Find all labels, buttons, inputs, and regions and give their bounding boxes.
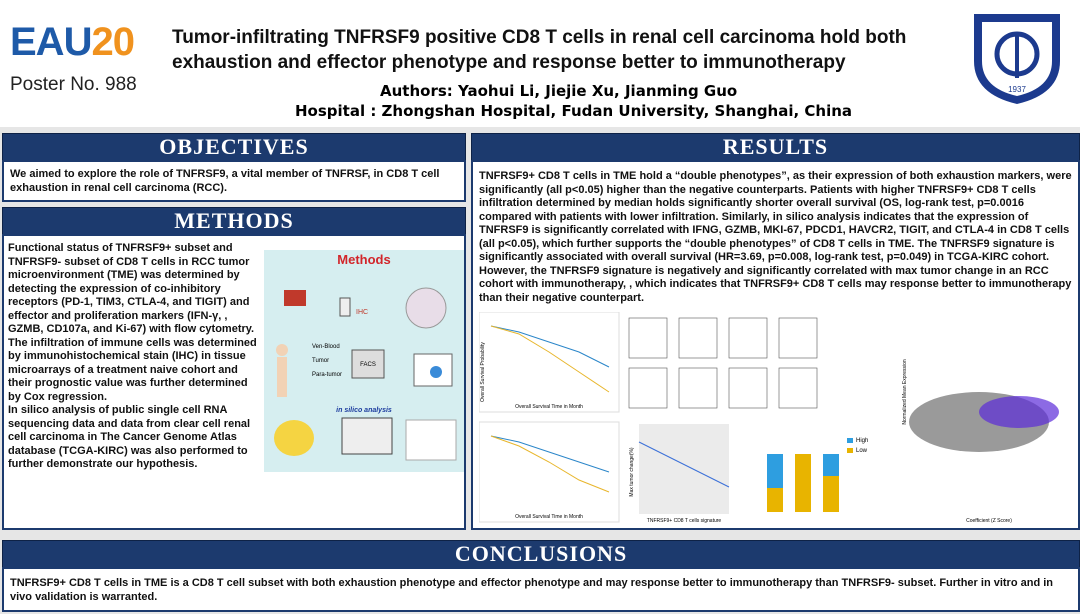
label: Ven-Blood	[312, 344, 340, 350]
logo: EAU20	[10, 20, 135, 65]
methods-panel: Functional status of TNFRSF9+ subset and…	[2, 234, 466, 530]
methods-heading: METHODS	[2, 207, 466, 235]
title: Tumor-infiltrating TNFRSF9 positive CD8 …	[172, 27, 907, 73]
objectives-heading: OBJECTIVES	[2, 133, 466, 161]
header: EAU20 Poster No. 988 Tumor-infiltrating …	[0, 0, 1080, 127]
hospital: Hospital : Zhongshan Hospital, Fudan Uni…	[295, 102, 853, 120]
label: IHC	[356, 309, 368, 316]
results-panel: TNFRSF9+ CD8 T cells in TME hold a “doub…	[471, 160, 1080, 530]
label: FACS	[360, 362, 376, 368]
axis-label: Max tumor change(%)	[629, 447, 635, 497]
axis-label: TNFRSF9+ CD8 T cells signature	[647, 518, 722, 524]
figure-title: Methods	[337, 252, 390, 267]
paragraph: The infiltration of immune cells was det…	[8, 336, 257, 403]
axis-label: Overall Survival Probability	[480, 342, 486, 402]
label: Para-tumor	[312, 372, 342, 378]
conclusions-body: TNFRSF9+ CD8 T cells in TME is a CD8 T c…	[2, 567, 1080, 612]
legend-entry: Low	[856, 448, 868, 454]
objectives-body: We aimed to explore the role of TNFRSF9,…	[2, 160, 466, 202]
paragraph: In silico analysis of public single cell…	[8, 404, 251, 470]
authors: Authors: Yaohui Li, Jiejie Xu, Jianming …	[380, 82, 738, 100]
label: Tumor	[312, 358, 329, 364]
axis-label: Overall Survival Time in Month	[515, 404, 583, 410]
logo-left: EAU	[10, 20, 92, 64]
paragraph: Functional status of TNFRSF9+ subset and…	[8, 242, 255, 335]
axis-label: Overall Survival Time in Month	[515, 514, 583, 520]
results-text: TNFRSF9+ CD8 T cells in TME hold a “doub…	[479, 170, 1072, 304]
conclusions-heading: CONCLUSIONS	[2, 540, 1080, 568]
axis-label: Normalized Mean Expression	[902, 359, 908, 425]
emblem-year: 1937	[1008, 85, 1026, 94]
label: in silico analysis	[336, 407, 392, 414]
results-heading: RESULTS	[471, 133, 1080, 161]
methods-figure: Methods IHC Ven-Blood Tumor Para-tumor F…	[264, 250, 464, 472]
axis-label: Coefficient (Z Score)	[966, 518, 1012, 524]
logo-right: 20	[91, 20, 134, 64]
emblem: 1937	[974, 14, 1060, 104]
methods-text: Functional status of TNFRSF9+ subset and…	[8, 242, 262, 472]
legend-entry: High	[856, 438, 868, 444]
results-figures: Overall Survival Time in Month Overall S…	[479, 312, 1075, 528]
poster-no: Poster No. 988	[10, 74, 137, 95]
